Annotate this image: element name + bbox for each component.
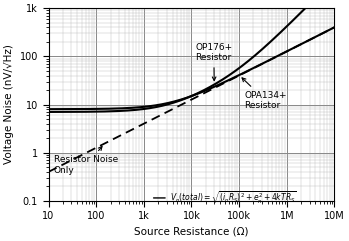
Text: OP176+
Resistor: OP176+ Resistor	[195, 43, 232, 80]
Text: Resistor Noise
Only: Resistor Noise Only	[54, 147, 118, 175]
X-axis label: Source Resistance (Ω): Source Resistance (Ω)	[134, 227, 249, 237]
Text: OPA134+
Resistor: OPA134+ Resistor	[242, 78, 287, 110]
Text: $V_n(total) = \sqrt{(i_nR_S)^2 + e_n^2 + 4kTR_S}$: $V_n(total) = \sqrt{(i_nR_S)^2 + e_n^2 +…	[170, 190, 297, 206]
Y-axis label: Voltage Noise (nV/√Hz): Voltage Noise (nV/√Hz)	[4, 45, 14, 164]
